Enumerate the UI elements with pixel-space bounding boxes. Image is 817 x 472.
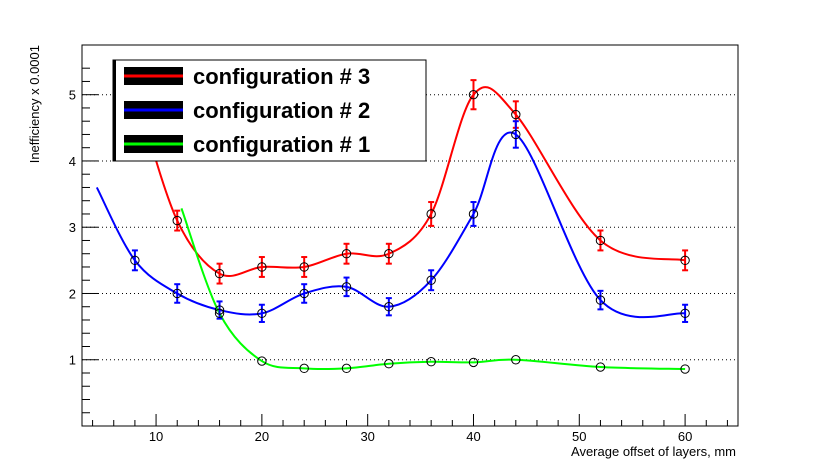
- marker-circle: [214, 268, 225, 279]
- data-point: [426, 357, 436, 367]
- data-point: [299, 363, 309, 374]
- data-point: [595, 229, 606, 252]
- data-point: [468, 357, 479, 368]
- x-tick-label: 60: [678, 429, 692, 444]
- marker-circle: [680, 364, 690, 374]
- x-tick-label: 10: [149, 429, 163, 444]
- data-point: [257, 356, 267, 366]
- data-point: [172, 209, 182, 232]
- data-point: [172, 283, 182, 304]
- axes: 10 20 30 40 50 60 1 2 3 4 5: [69, 67, 728, 444]
- y-tick-label: 3: [69, 220, 76, 235]
- legend-label: configuration # 3: [193, 64, 370, 89]
- data-point: [214, 262, 225, 285]
- data-point: [384, 242, 394, 265]
- data-point: [511, 120, 521, 149]
- data-point: [680, 249, 690, 272]
- data-point: [384, 359, 394, 369]
- marker-circle: [299, 288, 309, 299]
- data-point: [468, 201, 479, 227]
- series-curve: [138, 86, 686, 277]
- y-axis-title: Inefficiency x 0.0001: [27, 45, 42, 163]
- marker-circle: [426, 209, 436, 219]
- data-point: [130, 249, 140, 272]
- marker-circle: [214, 308, 225, 319]
- marker-circle: [257, 356, 267, 366]
- marker-circle: [595, 295, 606, 305]
- marker-circle: [595, 235, 606, 246]
- marker-circle: [511, 129, 521, 140]
- data-point: [680, 364, 690, 374]
- x-tick-label: 20: [255, 429, 269, 444]
- marker-circle: [468, 89, 479, 100]
- y-tick-label: 5: [69, 88, 76, 103]
- marker-circle: [214, 305, 225, 315]
- data-point: [595, 362, 606, 372]
- y-tick-label: 4: [69, 154, 76, 169]
- data-point: [426, 201, 436, 227]
- data-point: [426, 269, 436, 292]
- x-tick-label: 40: [466, 429, 480, 444]
- marker-circle: [341, 363, 352, 374]
- series-curve: [180, 208, 686, 371]
- data-point: [214, 300, 225, 320]
- data-point: [511, 355, 521, 365]
- data-point: [384, 297, 394, 317]
- points: [130, 79, 690, 374]
- data-point: [595, 289, 606, 311]
- legend-label: configuration # 2: [193, 98, 370, 123]
- marker-circle: [680, 255, 690, 266]
- marker-circle: [468, 357, 479, 368]
- y-tick-label: 1: [69, 353, 76, 368]
- marker-circle: [130, 255, 140, 266]
- x-tick-label: 30: [360, 429, 374, 444]
- marker-circle: [257, 262, 267, 272]
- marker-circle: [172, 288, 182, 299]
- marker-circle: [384, 359, 394, 369]
- legend: configuration # 3 configuration # 2 config…: [112, 59, 427, 162]
- marker-circle: [426, 275, 436, 285]
- marker-circle: [595, 362, 606, 372]
- marker-circle: [172, 215, 182, 226]
- data-point: [257, 256, 267, 278]
- marker-circle: [426, 357, 436, 367]
- marker-circle: [511, 109, 521, 120]
- x-axis-title: Average offset of layers, mm: [571, 444, 736, 459]
- y-tick-label: 2: [69, 286, 76, 301]
- data-point: [299, 256, 309, 278]
- legend-label: configuration # 1: [193, 132, 370, 157]
- data-point: [214, 308, 225, 319]
- marker-circle: [468, 209, 479, 219]
- legend-entry: configuration # 3: [124, 64, 370, 89]
- data-point: [299, 283, 309, 304]
- legend-shadow: [113, 60, 116, 161]
- legend-entry: configuration # 2: [124, 98, 370, 123]
- marker-circle: [341, 282, 352, 292]
- data-point: [468, 79, 479, 111]
- marker-circle: [299, 262, 309, 272]
- marker-circle: [257, 308, 267, 319]
- marker-circle: [384, 302, 394, 312]
- marker-circle: [511, 355, 521, 365]
- marker-circle: [341, 249, 352, 259]
- data-point: [680, 303, 690, 323]
- data-point: [257, 303, 267, 323]
- marker-circle: [299, 363, 309, 374]
- marker-circle: [680, 308, 690, 319]
- data-point: [341, 242, 352, 265]
- x-tick-label: 50: [572, 429, 586, 444]
- data-point: [341, 363, 352, 374]
- data-point: [341, 276, 352, 298]
- marker-circle: [384, 249, 394, 259]
- legend-entry: configuration # 1: [124, 132, 370, 157]
